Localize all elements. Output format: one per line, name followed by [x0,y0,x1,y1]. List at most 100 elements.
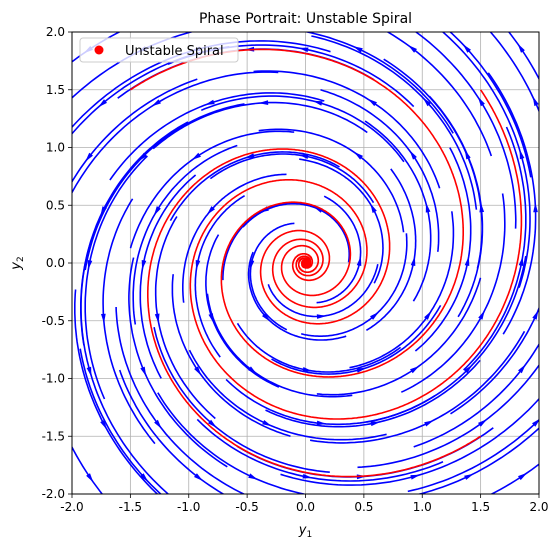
streamline-arrow-icon [464,364,473,374]
x-tick-label: -2.0 [60,500,83,514]
streamline-arrow-icon [153,206,161,216]
streamline [489,32,539,114]
streamline-arrow-icon [86,473,94,483]
streamline-arrow-icon [204,99,215,105]
streamline-arrow-icon [298,47,309,53]
streamline-arrow-icon [248,366,257,375]
streamline-arrow-icon [262,312,271,322]
streamline-arrow-icon [101,313,106,324]
streamline-arrow-icon [462,44,471,53]
streamline-arrow-icon [302,473,313,479]
streamline-arrow-icon [532,310,539,320]
streamline-arrow-icon [356,256,362,266]
streamline-arrow-icon [138,152,147,162]
equilibrium-point-marker [301,258,310,268]
y-tick-label: 1.5 [46,83,65,97]
y-tick-label: -0.5 [42,314,65,328]
streamline-arrow-icon [478,310,485,320]
streamline-arrow-icon [532,419,539,427]
y-tick-label: -1.5 [42,429,65,443]
streamline-arrow-icon [477,96,485,107]
y-tick-label: 2.0 [46,25,65,39]
streamline-arrow-icon [191,152,201,160]
streamline-arrow-icon [464,473,474,480]
x-tick-label: 1.5 [471,500,490,514]
x-axis-ticks: -2.0 -1.5 -1.0 -0.5 0.0 0.5 1.0 1.5 2.0 [60,494,549,514]
streamline-arrow-icon [370,203,377,213]
y-tick-label: -1.0 [42,372,65,386]
streamline [357,363,539,469]
streamline-arrow-icon [141,260,147,270]
streamline-arrow-icon [518,472,528,481]
streamline-arrow-icon [154,313,160,324]
streamline [414,32,517,229]
streamline-arrow-icon [151,99,161,107]
streamline-arrow-icon [517,43,525,53]
streamline-arrow-icon [248,473,258,480]
chart-title: Phase Portrait: Unstable Spiral [199,11,412,27]
streamline-arrow-icon [86,366,92,377]
streamline-arrow-icon [464,256,470,266]
streamline-arrow-icon [312,100,323,106]
x-tick-label: -1.0 [177,500,200,514]
streamline-arrow-icon [424,420,434,427]
streamline-arrow-icon [140,366,147,377]
streamline-arrow-icon [206,206,215,215]
streamline-arrow-icon [208,419,217,428]
streamline-arrow-icon [410,366,420,374]
streamline-arrow-icon [100,419,107,430]
streamline-arrow-icon [194,473,203,481]
red-trajectories [129,48,523,478]
streamline-arrow-icon [367,98,377,107]
streamline-arrow-icon [532,96,539,107]
streamline-arrow-icon [85,152,93,162]
streamline [118,369,225,494]
streamline-arrow-icon [154,419,162,429]
streamline-arrow-icon [356,368,367,373]
streamline-arrow-icon [313,206,323,213]
streamline-arrow-icon [518,256,524,266]
x-tick-label: -0.5 [235,500,258,514]
streamline-arrow-icon [425,202,431,213]
y-tick-label: 0.0 [46,256,65,270]
streamline [72,445,104,494]
streamline-arrow-icon [409,150,417,160]
streamline-arrow-icon [262,420,272,427]
y-tick-label: -2.0 [42,487,65,501]
streamline-arrow-icon [298,154,309,159]
legend-marker-icon [94,45,104,55]
streamline-arrow-icon [244,153,255,158]
streamline-arrow-icon [302,367,313,372]
streamline-arrow-icon [194,366,202,376]
y-axis-ticks: -2.0 -1.5 -1.0 -0.5 0.0 0.5 1.0 1.5 2.0 [42,25,72,501]
streamline-arrow-icon [140,473,149,482]
y-tick-label: 0.5 [46,198,65,212]
legend-box [79,37,239,63]
streamline-arrow-icon [410,474,421,480]
x-tick-label: -1.5 [119,500,142,514]
streamline-arrow-icon [87,260,93,270]
y-tick-label: 1.0 [46,141,65,155]
streamline-arrow-icon [424,310,432,320]
streamline-arrow-icon [408,45,417,53]
legend: Unstable Spiral [79,37,239,63]
legend-label: Unstable Spiral [125,44,224,59]
streamline-arrow-icon [316,420,327,426]
streamline-arrow-icon [519,149,525,160]
trajectory-line [189,89,523,420]
streamline-arrow-icon [195,260,201,270]
streamline [507,32,539,81]
streamline [416,427,539,494]
streamline-arrow-icon [316,314,327,319]
x-tick-label: 0.5 [354,500,373,514]
streamline [489,463,539,494]
streamline-arrow-icon [249,260,255,270]
streamline [386,32,493,157]
streamline-arrow-icon [370,311,379,320]
streamline-arrow-icon [464,149,471,160]
x-tick-label: 0.0 [296,500,315,514]
streamline [449,32,532,178]
x-tick-label: 2.0 [529,500,548,514]
streamline [450,306,539,415]
